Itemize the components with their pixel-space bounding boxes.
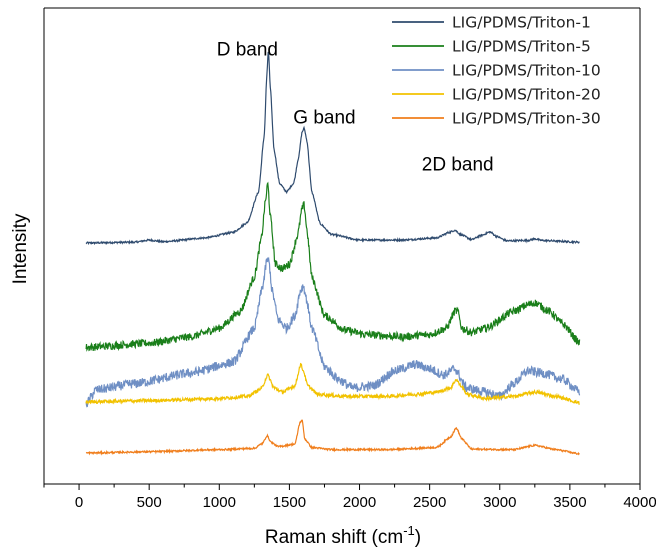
x-tick-label: 1000 [203,494,236,511]
x-axis-label-suffix: ) [415,527,421,548]
peak-annotation-3: 2D band [422,155,494,176]
x-tick-label: 0 [75,494,83,511]
x-axis-label: Raman shift (cm-1) [265,523,421,548]
x-tick-label: 2500 [413,494,446,511]
series-line-2 [85,181,581,352]
legend: LIG/PDMS/Triton-1 LIG/PDMS/Triton-5 LIG/PD… [392,14,601,128]
x-tick-label: 2000 [343,494,376,511]
legend-label-4: LIG/PDMS/Triton-20 [452,86,601,104]
x-tick-label: 3500 [553,494,586,511]
legend-label-1: LIG/PDMS/Triton-1 [452,14,591,32]
x-tick-label: 1500 [273,494,306,511]
x-tick-label: 500 [137,494,162,511]
plot-area [85,51,581,456]
series-line-5 [85,419,580,456]
x-tick-label: 4000 [623,494,656,511]
y-axis-label: Intensity [10,213,31,284]
x-axis-label-main: Raman shift (cm [265,527,403,548]
legend-label-3: LIG/PDMS/Triton-10 [452,62,601,80]
series-line-3 [85,256,581,408]
legend-label-2: LIG/PDMS/Triton-5 [452,38,591,56]
peak-annotation-1: D band [217,40,278,61]
legend-label-5: LIG/PDMS/Triton-30 [452,110,601,128]
series-line-4 [85,362,580,406]
series-line-1 [85,51,580,246]
axes: 0 500 1000 1500 2000 2500 3000 3500 4000 [43,7,656,511]
annotations: D band G band 2D band [217,40,494,176]
peak-annotation-2: G band [293,108,355,129]
x-tick-label: 3000 [483,494,516,511]
x-axis-label-superscript: -1 [403,523,415,538]
